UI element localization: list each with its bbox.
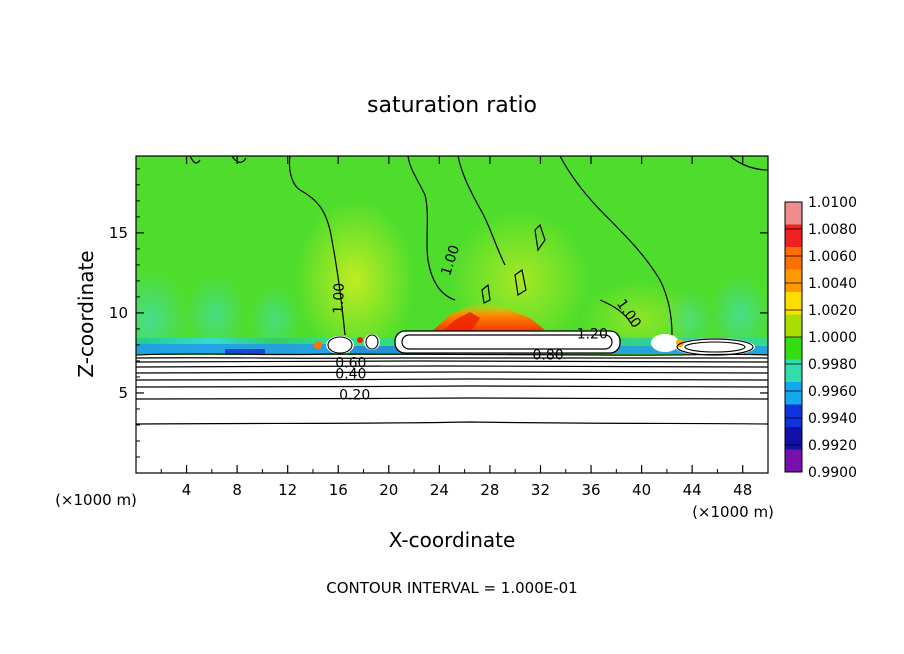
contour-label: 1.20 xyxy=(577,327,608,343)
contour-label: 0.40 xyxy=(335,367,366,383)
contour-label: 0.60 xyxy=(335,355,366,371)
red-speck xyxy=(357,337,363,343)
colorbar-label: 1.0080 xyxy=(808,222,857,238)
colorbar-swatch xyxy=(785,337,802,360)
colorbar-swatch xyxy=(785,314,802,338)
x-axis-label: X-coordinate xyxy=(389,528,516,552)
chart-title: saturation ratio xyxy=(367,93,537,118)
colorbar-label: 1.0060 xyxy=(808,249,857,265)
colorbar-swatch xyxy=(785,292,802,315)
cool-region-1 xyxy=(185,275,245,355)
contour-label: 0.20 xyxy=(339,387,370,403)
lower-white-region xyxy=(136,355,768,473)
colorbar-label: 0.9900 xyxy=(808,465,857,481)
cool-region-2 xyxy=(250,285,300,355)
contour-cloud-2 xyxy=(401,334,613,350)
colorbar-swatch xyxy=(785,224,802,248)
x-axis: 4 8 12 16 20 24 28 32 36 40 44 48 xyxy=(160,156,752,499)
x-tick-label: 48 xyxy=(733,481,752,499)
cloud-white-right-2 xyxy=(651,334,679,352)
x-units-left: (×1000 m) xyxy=(55,491,137,509)
plot-frame xyxy=(135,155,769,474)
contour-small-1 xyxy=(534,223,546,252)
contour-label: 0.80 xyxy=(532,347,563,363)
contour-small-2 xyxy=(514,268,527,296)
x-tick-label: 40 xyxy=(632,481,651,499)
cloud-core-white xyxy=(395,331,620,353)
colorbar-swatch xyxy=(785,247,802,270)
cloud-white-left xyxy=(326,336,354,354)
contour-interval-note: CONTOUR INTERVAL = 1.000E-01 xyxy=(326,579,577,597)
strat-contour-4 xyxy=(136,365,768,368)
colorbar-swatch xyxy=(785,202,802,225)
colorbar: 1.0100 1.0080 1.0060 1.0040 1.0020 1.0000 0.99… xyxy=(784,195,857,481)
colorbar-label: 1.0040 xyxy=(808,276,857,292)
strat-contour-1 xyxy=(136,353,768,356)
colorbar-swatch xyxy=(785,359,802,383)
y-axis: 5 10 15 xyxy=(109,168,768,458)
colorbar-label: 1.0020 xyxy=(808,303,857,319)
x-tick-label: 20 xyxy=(379,481,398,499)
strat-contour-2 xyxy=(136,357,768,359)
x-tick-label: 32 xyxy=(531,481,550,499)
x-tick-label: 16 xyxy=(329,481,348,499)
cloud-white-right xyxy=(675,338,755,356)
colorbar-label: 0.9960 xyxy=(808,384,857,400)
x-tick-label: 4 xyxy=(182,481,192,499)
colorbar-label: 0.9980 xyxy=(808,357,857,373)
x-tick-label: 24 xyxy=(430,481,449,499)
cool-region-3 xyxy=(710,275,768,355)
y-tick-label: 10 xyxy=(109,304,128,322)
x-tick-label: 28 xyxy=(480,481,499,499)
contour-small-3 xyxy=(481,283,491,304)
x-units-right: (×1000 m) xyxy=(692,503,774,521)
strat-contour-8 xyxy=(136,397,768,400)
strat-contour-7 xyxy=(136,385,768,388)
contour-line-4 xyxy=(559,156,673,336)
contour-cloud-5 xyxy=(327,336,353,354)
strat-contour-3 xyxy=(136,360,768,363)
colorbar-swatch xyxy=(785,269,802,293)
contour-line-1 xyxy=(288,156,346,336)
colorbar-swatch xyxy=(785,404,802,428)
y-axis-label: Z-coordinate xyxy=(74,250,98,377)
contour-label: 1.00 xyxy=(331,282,348,314)
contour-cloud-4 xyxy=(684,341,746,353)
colorbar-label: 0.9920 xyxy=(808,438,857,454)
colorbar-label: 1.0100 xyxy=(808,195,857,211)
strat-contour-9 xyxy=(136,421,768,425)
strat-contour-6 xyxy=(136,378,768,381)
x-tick-label: 36 xyxy=(581,481,600,499)
colorbar-label: 1.0000 xyxy=(808,330,857,346)
cool-region-4 xyxy=(665,290,715,350)
contour-line-8 xyxy=(729,156,768,171)
cloud-white-left-2 xyxy=(364,334,380,350)
contour-line-6 xyxy=(189,156,201,164)
colorbar-label: 0.9940 xyxy=(808,411,857,427)
contour-cloud-6 xyxy=(365,334,379,350)
x-tick-label: 12 xyxy=(278,481,297,499)
strat-contour-5 xyxy=(136,371,768,374)
contour-cloud-1 xyxy=(394,330,621,354)
x-tick-label: 8 xyxy=(232,481,242,499)
y-tick-label: 15 xyxy=(109,224,128,242)
supersaturation-core xyxy=(440,312,480,333)
colorbar-swatch xyxy=(785,427,802,450)
y-tick-label: 5 xyxy=(118,384,128,402)
orange-speck-1 xyxy=(314,341,322,349)
contour-line-5 xyxy=(599,299,633,326)
colorbar-swatch xyxy=(785,382,802,405)
contour-line-2 xyxy=(407,156,456,301)
contour-line-7 xyxy=(231,156,247,163)
warm-region-left xyxy=(295,200,415,360)
x-tick-label: 44 xyxy=(683,481,702,499)
colorbar-swatch xyxy=(785,449,802,473)
contour-line-3 xyxy=(457,156,506,266)
dry-layer-deep-blue xyxy=(225,349,265,354)
plot-area xyxy=(136,156,768,473)
